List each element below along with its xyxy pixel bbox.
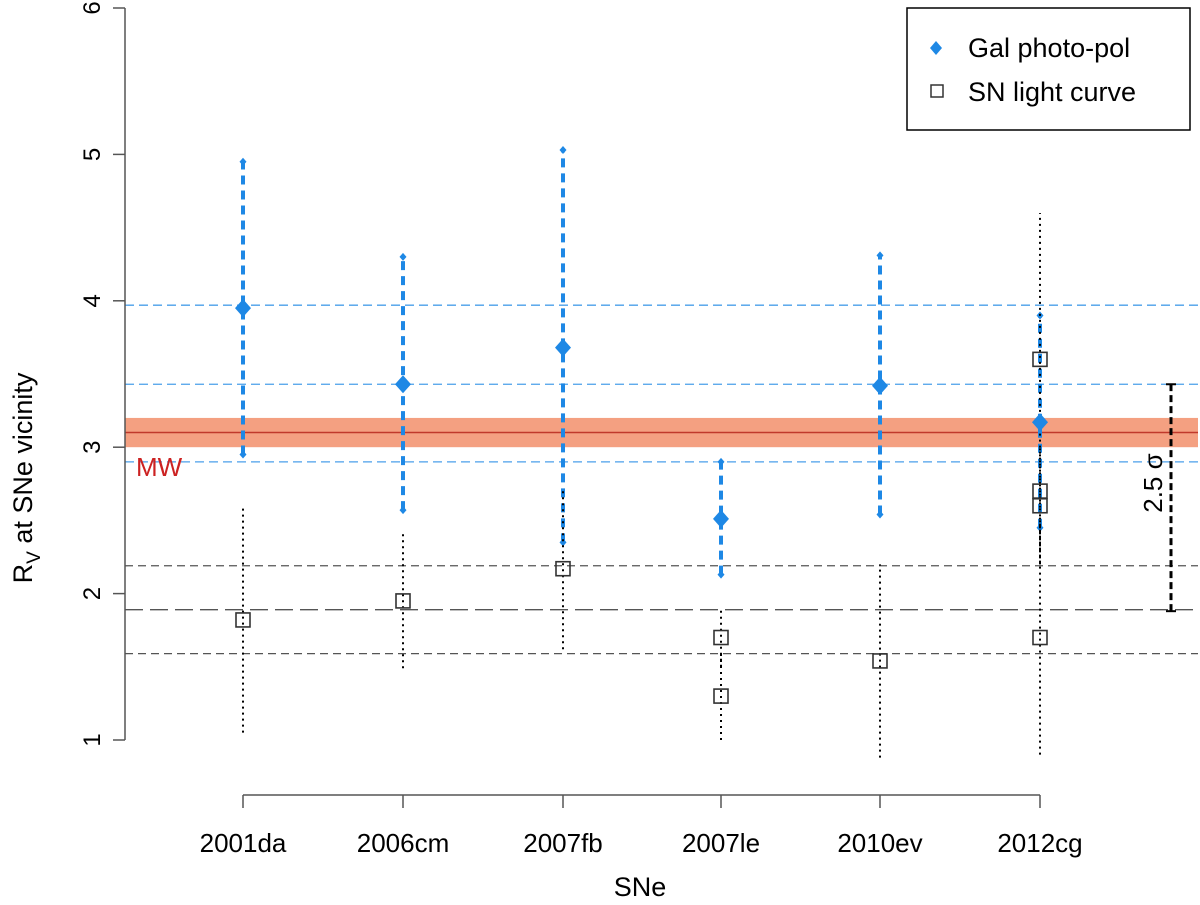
sn-point xyxy=(872,653,888,669)
gal-point xyxy=(1032,413,1048,432)
y-axis-label-sub: V xyxy=(24,551,45,564)
mw-band-group xyxy=(125,417,1198,448)
x-tick-label: 2007le xyxy=(682,828,760,858)
gal-point xyxy=(872,376,888,395)
x-tick-label: 2010ev xyxy=(837,828,922,858)
x-tick-label: 2001da xyxy=(200,828,287,858)
gal-point xyxy=(555,338,571,357)
mw-label: MW xyxy=(136,452,183,482)
sn-point xyxy=(235,612,251,628)
sigma-annotation: 2.5 σ xyxy=(1138,383,1176,613)
axes: 1 2 3 4 5 6 2001da 2006cm 2007fb 2007le 2010ev 2012… xyxy=(79,1,1083,858)
gal-point xyxy=(235,299,251,318)
data-points xyxy=(235,299,1048,704)
legend: Gal photo-pol SN light curve xyxy=(906,7,1191,131)
y-axis-label-main: R xyxy=(8,564,38,584)
y-axis-label: RV at SNe vicinity xyxy=(8,372,45,583)
legend-marker-gal xyxy=(930,41,942,55)
gal-error-cap xyxy=(559,538,567,547)
sn-point xyxy=(1032,629,1048,646)
gal-error-cap xyxy=(717,457,725,466)
gal-error-cap xyxy=(399,506,407,515)
sn-point xyxy=(395,593,411,609)
gal-error-cap xyxy=(239,157,247,166)
gal-error-cap xyxy=(876,510,884,519)
gal-error-cap xyxy=(239,450,247,459)
gal-error-cap xyxy=(399,252,407,261)
y-tick-label: 4 xyxy=(79,294,106,307)
sn-point xyxy=(713,629,729,646)
error-bars xyxy=(239,146,1044,758)
x-tick-label: 2006cm xyxy=(357,828,450,858)
sn-point xyxy=(713,688,729,704)
y-axis-label-rest: at SNe vicinity xyxy=(8,372,38,551)
gal-error-cap xyxy=(559,146,567,155)
y-tick-label: 5 xyxy=(79,148,106,161)
reference-lines xyxy=(125,304,1198,655)
legend-label-gal: Gal photo-pol xyxy=(968,33,1130,63)
sigma-label: 2.5 σ xyxy=(1138,453,1168,512)
x-tick-label: 2007fb xyxy=(523,828,603,858)
legend-label-sn: SN light curve xyxy=(968,77,1136,107)
gal-error-cap xyxy=(876,251,884,260)
x-tick-label: 2012cg xyxy=(997,828,1082,858)
x-axis-label: SNe xyxy=(614,872,667,902)
y-tick-label: 6 xyxy=(79,1,106,14)
gal-error-cap xyxy=(717,570,725,579)
y-tick-label: 1 xyxy=(79,733,106,746)
y-tick-label: 3 xyxy=(79,441,106,454)
sn-point xyxy=(555,560,571,577)
sn-point xyxy=(1032,351,1048,368)
gal-point xyxy=(395,375,411,394)
sn-point xyxy=(1032,497,1048,514)
gal-point xyxy=(713,509,729,528)
legend-box xyxy=(906,7,1191,131)
legend-marker-sn xyxy=(930,84,944,98)
y-tick-label: 2 xyxy=(79,587,106,600)
